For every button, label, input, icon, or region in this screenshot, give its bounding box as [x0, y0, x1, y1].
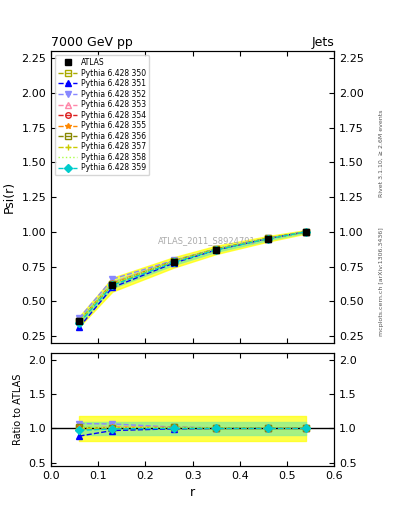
- Pythia 6.428 358: [266, 236, 270, 242]
- Pythia 6.428 358: [303, 229, 308, 235]
- Text: Jets: Jets: [311, 36, 334, 49]
- Pythia 6.428 350: [77, 318, 82, 325]
- Pythia 6.428 356: [266, 236, 270, 242]
- Line: Pythia 6.428 359: Pythia 6.428 359: [77, 229, 309, 326]
- Pythia 6.428 359: [266, 236, 270, 242]
- Pythia 6.428 353: [110, 280, 115, 286]
- Pythia 6.428 359: [77, 320, 82, 326]
- Pythia 6.428 354: [266, 236, 270, 242]
- Pythia 6.428 350: [303, 229, 308, 235]
- Pythia 6.428 351: [303, 229, 308, 235]
- Pythia 6.428 353: [214, 246, 219, 252]
- Pythia 6.428 359: [171, 260, 176, 266]
- Line: Pythia 6.428 358: Pythia 6.428 358: [79, 232, 306, 321]
- Pythia 6.428 351: [266, 236, 270, 242]
- Pythia 6.428 351: [171, 260, 176, 266]
- Pythia 6.428 355: [303, 229, 308, 235]
- Text: ATLAS_2011_S8924791: ATLAS_2011_S8924791: [158, 237, 255, 245]
- Text: 7000 GeV pp: 7000 GeV pp: [51, 36, 133, 49]
- Pythia 6.428 358: [214, 246, 219, 252]
- Pythia 6.428 355: [266, 236, 270, 242]
- Text: Rivet 3.1.10, ≥ 2.6M events: Rivet 3.1.10, ≥ 2.6M events: [379, 110, 384, 197]
- Pythia 6.428 353: [303, 229, 308, 235]
- Pythia 6.428 357: [77, 318, 82, 325]
- Pythia 6.428 359: [214, 247, 219, 253]
- Pythia 6.428 350: [214, 246, 219, 252]
- Line: Pythia 6.428 354: Pythia 6.428 354: [77, 229, 309, 324]
- Line: Pythia 6.428 353: Pythia 6.428 353: [77, 229, 309, 324]
- Pythia 6.428 356: [171, 258, 176, 264]
- Pythia 6.428 353: [266, 236, 270, 242]
- Pythia 6.428 354: [77, 318, 82, 325]
- Line: Pythia 6.428 355: Pythia 6.428 355: [77, 229, 309, 324]
- Line: Pythia 6.428 356: Pythia 6.428 356: [77, 229, 309, 324]
- Pythia 6.428 352: [266, 236, 270, 242]
- Pythia 6.428 359: [303, 229, 308, 235]
- Pythia 6.428 355: [77, 318, 82, 325]
- Pythia 6.428 352: [171, 257, 176, 263]
- Pythia 6.428 354: [171, 259, 176, 265]
- Pythia 6.428 355: [214, 246, 219, 252]
- Legend: ATLAS, Pythia 6.428 350, Pythia 6.428 351, Pythia 6.428 352, Pythia 6.428 353, P: ATLAS, Pythia 6.428 350, Pythia 6.428 35…: [55, 55, 149, 176]
- Pythia 6.428 354: [303, 229, 308, 235]
- Pythia 6.428 357: [110, 281, 115, 287]
- Pythia 6.428 355: [171, 258, 176, 264]
- Line: Pythia 6.428 357: Pythia 6.428 357: [77, 229, 309, 324]
- Pythia 6.428 357: [214, 246, 219, 252]
- Pythia 6.428 354: [110, 281, 115, 287]
- Pythia 6.428 356: [303, 229, 308, 235]
- Pythia 6.428 350: [171, 258, 176, 264]
- Pythia 6.428 354: [214, 246, 219, 252]
- Pythia 6.428 358: [77, 318, 82, 324]
- Pythia 6.428 351: [77, 324, 82, 330]
- Line: Pythia 6.428 352: Pythia 6.428 352: [77, 229, 309, 321]
- Pythia 6.428 350: [110, 281, 115, 287]
- Pythia 6.428 358: [171, 258, 176, 264]
- Pythia 6.428 352: [214, 246, 219, 252]
- Pythia 6.428 357: [171, 259, 176, 265]
- Pythia 6.428 359: [110, 282, 115, 288]
- Y-axis label: Psi(r): Psi(r): [3, 181, 16, 213]
- Pythia 6.428 357: [266, 236, 270, 242]
- X-axis label: r: r: [190, 486, 195, 499]
- Pythia 6.428 355: [110, 280, 115, 286]
- Text: mcplots.cern.ch [arXiv:1306.3436]: mcplots.cern.ch [arXiv:1306.3436]: [379, 227, 384, 336]
- Pythia 6.428 358: [110, 281, 115, 287]
- Pythia 6.428 351: [214, 247, 219, 253]
- Line: Pythia 6.428 350: Pythia 6.428 350: [77, 229, 309, 324]
- Pythia 6.428 353: [77, 318, 82, 325]
- Pythia 6.428 357: [303, 229, 308, 235]
- Pythia 6.428 356: [110, 281, 115, 287]
- Pythia 6.428 352: [110, 276, 115, 282]
- Pythia 6.428 353: [171, 258, 176, 264]
- Line: Pythia 6.428 351: Pythia 6.428 351: [77, 229, 309, 330]
- Pythia 6.428 351: [110, 284, 115, 290]
- Pythia 6.428 350: [266, 236, 270, 242]
- Pythia 6.428 352: [303, 229, 308, 235]
- Pythia 6.428 352: [77, 315, 82, 321]
- Y-axis label: Ratio to ATLAS: Ratio to ATLAS: [13, 374, 23, 445]
- Pythia 6.428 356: [214, 246, 219, 252]
- Pythia 6.428 356: [77, 318, 82, 324]
